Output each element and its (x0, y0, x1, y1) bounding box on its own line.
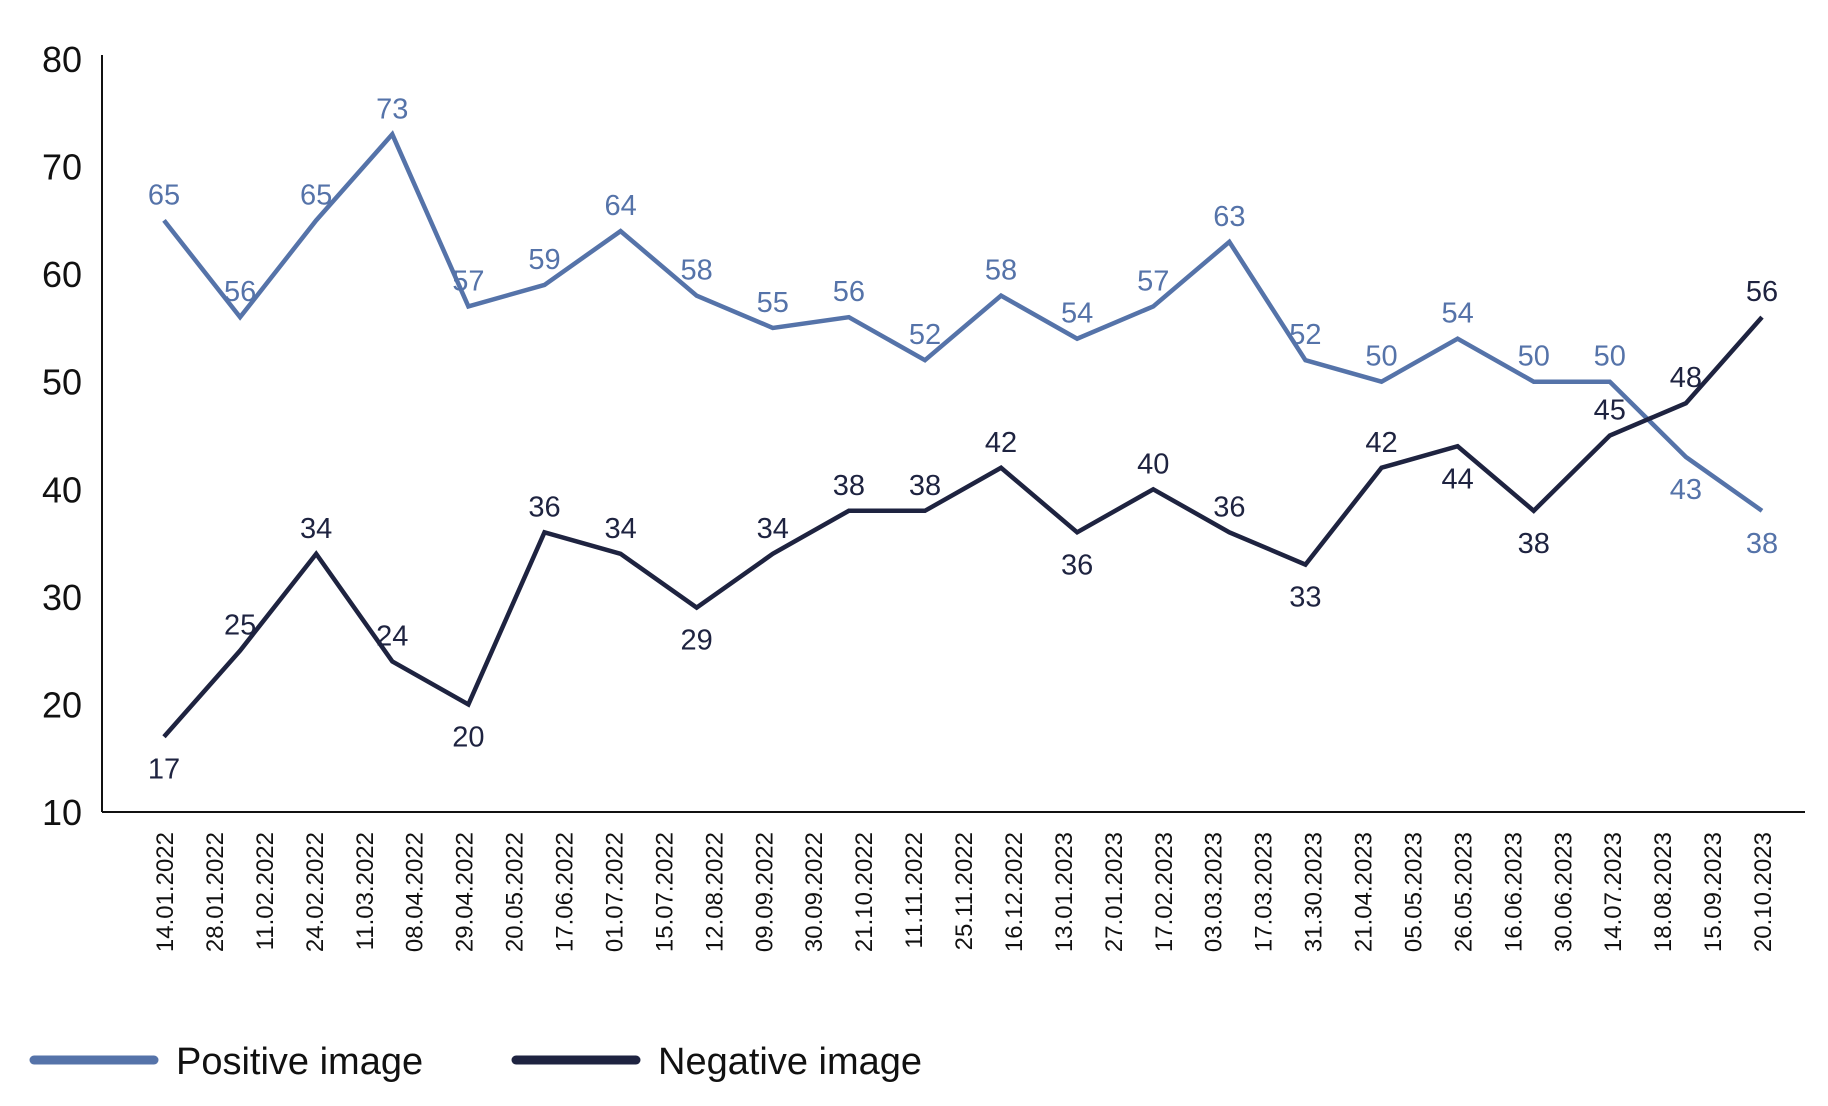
data-label: 44 (1441, 463, 1473, 495)
data-label: 54 (1061, 298, 1093, 330)
data-label: 65 (148, 179, 180, 211)
data-label: 34 (300, 513, 332, 545)
data-label: 17 (148, 754, 180, 786)
data-label: 36 (1061, 549, 1093, 581)
data-label: 48 (1670, 362, 1702, 394)
x-tick-label: 14.07.2023 (1600, 832, 1627, 952)
x-tick-label: 11.11.2022 (901, 832, 928, 949)
data-label: 65 (300, 179, 332, 211)
x-tick-label: 31.30.2023 (1301, 832, 1328, 952)
x-tick-label: 27.01.2023 (1101, 832, 1128, 952)
x-tick-label: 21.04.2023 (1351, 832, 1378, 952)
y-tick-label: 50 (42, 362, 82, 403)
x-tick-label: 20.05.2022 (502, 832, 529, 952)
x-tick-label: 13.01.2023 (1051, 832, 1078, 952)
data-label: 64 (604, 190, 636, 222)
x-tick-label: 17.06.2022 (552, 832, 579, 952)
x-tick-label: 16.06.2023 (1500, 832, 1527, 952)
series-line-positive (162, 130, 1764, 513)
x-tick-label: 21.10.2022 (851, 832, 878, 952)
x-tick-label: 11.02.2022 (252, 832, 279, 950)
x-tick-label: 15.09.2023 (1700, 832, 1727, 952)
x-tick-label: 01.07.2022 (601, 832, 628, 952)
y-tick-label: 70 (42, 147, 82, 188)
data-label: 58 (985, 255, 1017, 287)
data-label: 29 (681, 625, 713, 657)
data-label: 52 (1289, 319, 1321, 351)
data-label: 56 (833, 276, 865, 308)
data-label: 56 (224, 276, 256, 308)
x-tick-label: 11.03.2022 (352, 832, 379, 950)
data-label: 38 (833, 470, 865, 502)
data-label: 55 (757, 287, 789, 319)
data-label: 36 (1213, 491, 1245, 523)
x-tick-label: 08.04.2022 (402, 832, 429, 952)
data-label: 56 (1746, 276, 1778, 308)
legend: Positive image Negative image (29, 1041, 922, 1083)
x-tick-label: 25.11.2022 (951, 832, 978, 950)
y-axis-ticks: 10 20 30 40 50 60 70 80 (42, 39, 82, 833)
data-label: 54 (1441, 298, 1473, 330)
data-label: 50 (1594, 341, 1626, 373)
data-label: 50 (1365, 341, 1397, 373)
data-label: 38 (909, 470, 941, 502)
data-label: 34 (604, 513, 636, 545)
x-tick-label: 16.12.2022 (1001, 832, 1028, 952)
data-label: 40 (1137, 448, 1169, 480)
data-label: 73 (376, 93, 408, 125)
x-tick-label: 03.03.2023 (1201, 832, 1228, 952)
x-tick-label: 24.02.2022 (302, 832, 329, 952)
series-line-negative (162, 315, 1764, 739)
data-label: 20 (452, 721, 484, 753)
legend-label: Negative image (658, 1041, 922, 1083)
data-label: 45 (1594, 395, 1626, 427)
x-axis-ticks: 14.01.2022 28.01.2022 11.02.2022 24.02.2022… (152, 832, 1777, 952)
data-label: 42 (985, 427, 1017, 459)
series-lines: 65 56 65 73 57 59 64 58 55 56 52 58 54 57 63 52 50 54 50 50… (148, 93, 1778, 785)
x-tick-label: 28.01.2022 (202, 832, 229, 952)
data-label: 63 (1213, 201, 1245, 233)
data-label: 57 (1137, 265, 1169, 297)
x-tick-label: 14.01.2022 (152, 832, 179, 952)
data-label: 52 (909, 319, 941, 351)
axes (101, 55, 1805, 813)
data-label: 38 (1518, 528, 1550, 560)
data-label: 42 (1365, 427, 1397, 459)
y-tick-label: 40 (42, 469, 82, 510)
x-tick-label: 17.02.2023 (1151, 832, 1178, 952)
x-tick-label: 26.05.2023 (1450, 832, 1477, 952)
x-tick-label: 20.10.2023 (1750, 832, 1777, 952)
x-tick-label: 15.07.2022 (651, 832, 678, 952)
y-tick-label: 20 (42, 684, 82, 725)
x-tick-label: 30.06.2023 (1550, 832, 1577, 952)
y-tick-label: 30 (42, 577, 82, 618)
x-tick-label: 18.08.2023 (1650, 832, 1677, 952)
data-label: 24 (376, 620, 408, 652)
data-label: 58 (681, 255, 713, 287)
y-tick-label: 80 (42, 39, 82, 80)
x-tick-label: 29.04.2022 (452, 832, 479, 952)
data-label: 25 (224, 610, 256, 642)
data-label: 43 (1670, 474, 1702, 506)
data-label: 38 (1746, 528, 1778, 560)
legend-label: Positive image (176, 1041, 423, 1083)
data-label: 36 (528, 491, 560, 523)
x-tick-label: 12.08.2022 (701, 832, 728, 952)
data-label: 34 (757, 513, 789, 545)
data-label: 59 (528, 244, 560, 276)
x-tick-label: 05.05.2023 (1400, 832, 1427, 952)
data-label: 33 (1289, 582, 1321, 614)
y-tick-label: 10 (42, 792, 82, 833)
data-label: 50 (1518, 341, 1550, 373)
x-tick-label: 30.09.2022 (801, 832, 828, 952)
data-label: 57 (452, 265, 484, 297)
x-tick-label: 17.03.2023 (1251, 832, 1278, 952)
x-tick-label: 09.09.2022 (751, 832, 778, 952)
y-tick-label: 60 (42, 254, 82, 295)
